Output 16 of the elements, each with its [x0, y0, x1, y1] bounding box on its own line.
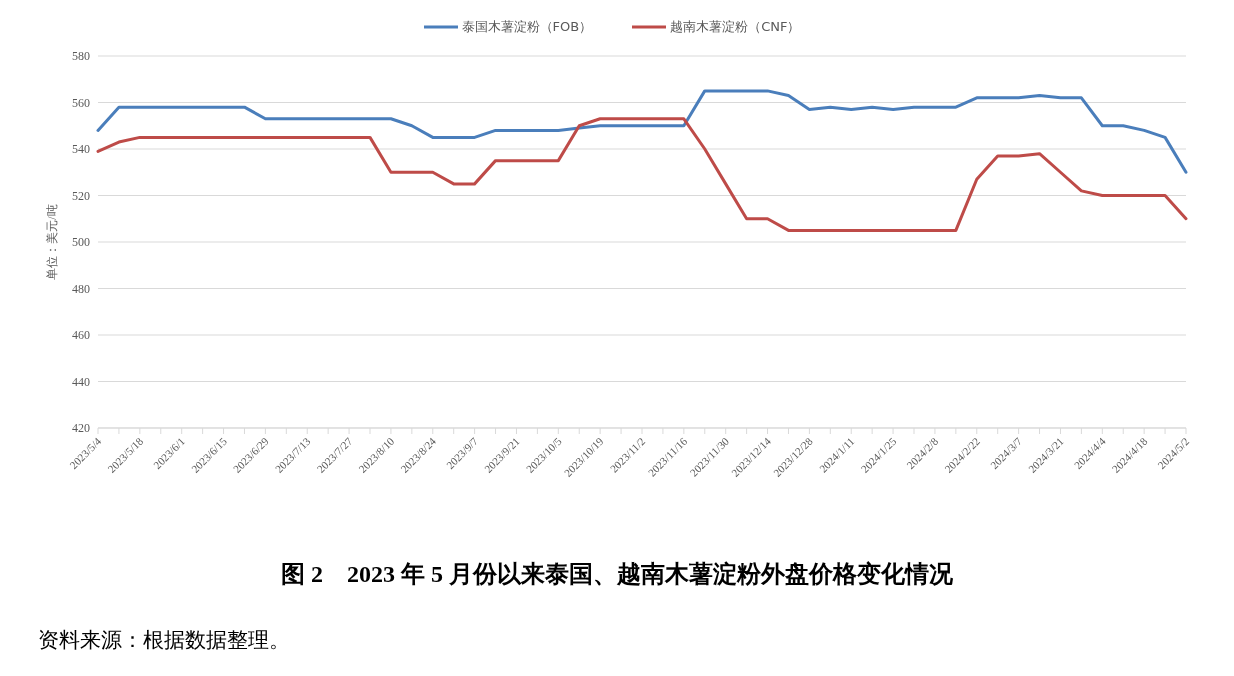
y-tick-label: 500 — [72, 235, 90, 250]
legend-label: 越南木薯淀粉（CNF） — [669, 18, 801, 36]
line-series — [96, 89, 1188, 174]
y-axis-title: 单位：美元/吨 — [45, 204, 60, 280]
y-tick-label: 460 — [72, 328, 90, 343]
line-series — [96, 117, 1188, 232]
y-tick-label: 560 — [72, 95, 90, 110]
y-tick-label: 580 — [72, 49, 90, 64]
y-tick-label: 420 — [72, 421, 90, 436]
y-tick-label: 520 — [72, 188, 90, 203]
y-tick-label: 540 — [72, 142, 90, 157]
y-tick-label: 480 — [72, 281, 90, 296]
text: 图 2 2023 年 5 月份以来泰国、越南木薯淀粉外盘价格变化情况 — [280, 560, 954, 589]
legend-label: 泰国木薯淀粉（FOB） — [460, 18, 593, 36]
text: 资料来源：根据数据整理。 — [38, 627, 291, 654]
y-tick-label: 440 — [72, 374, 90, 389]
